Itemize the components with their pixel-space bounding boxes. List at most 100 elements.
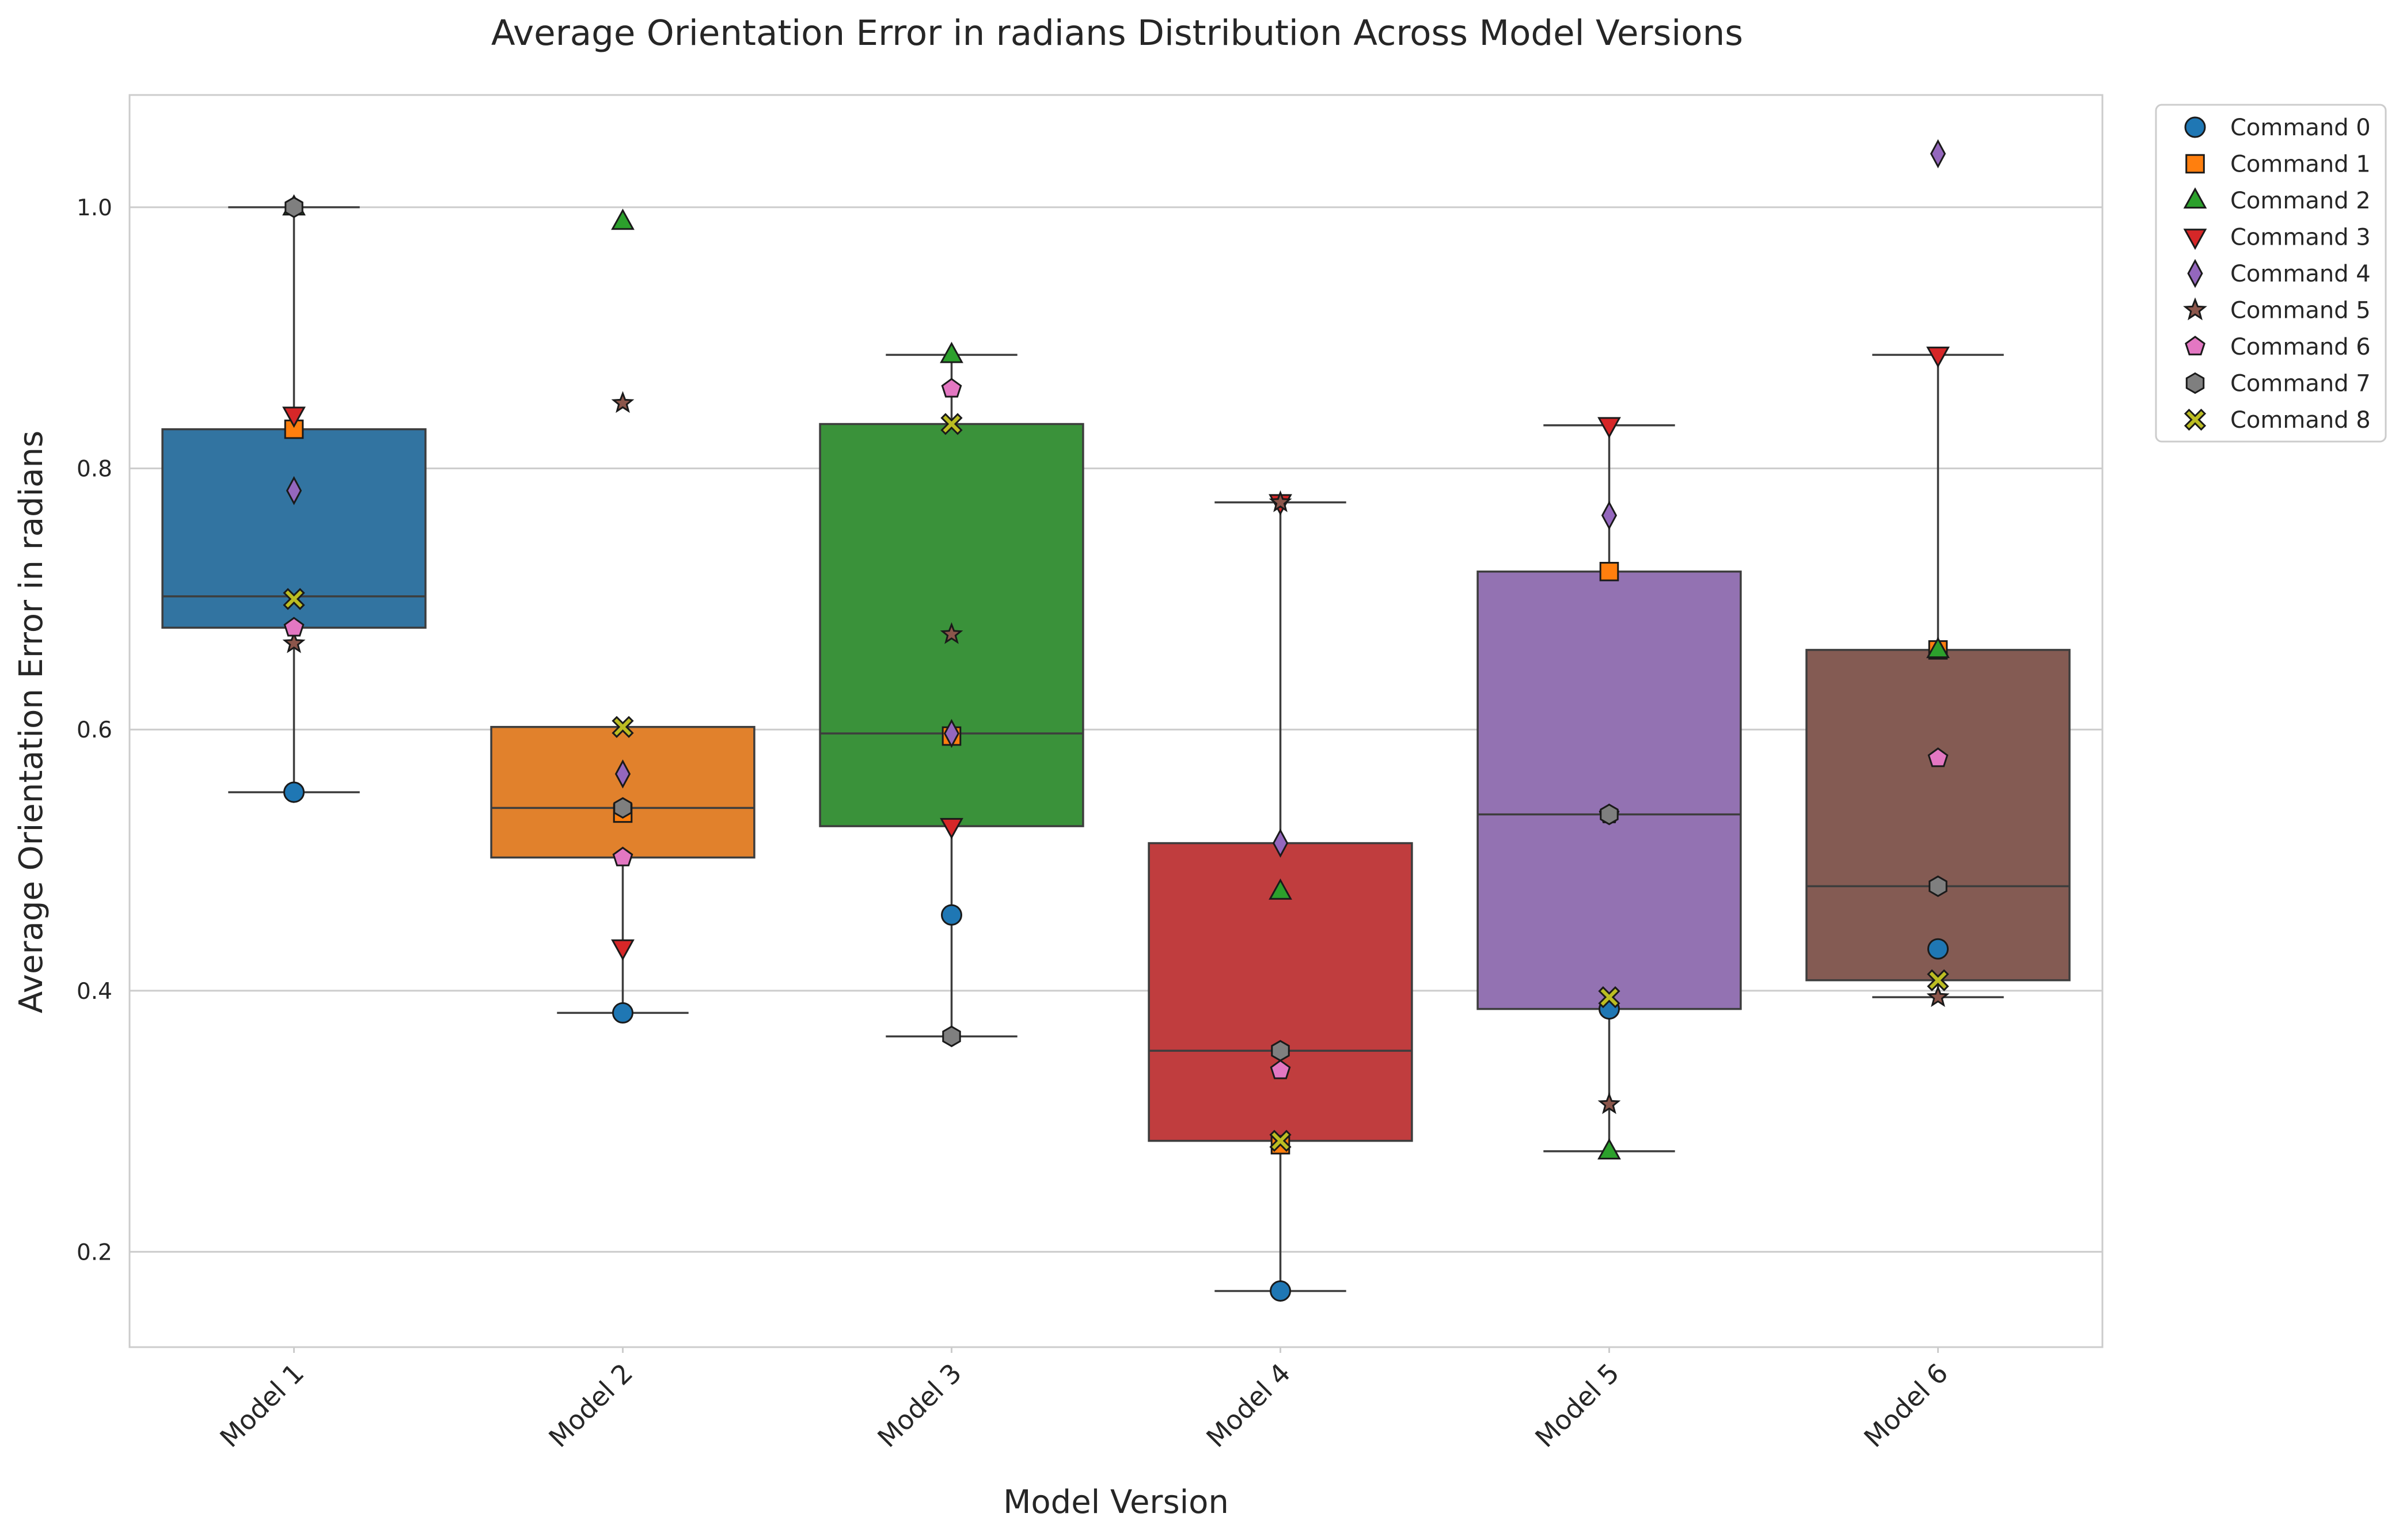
legend-label: Command 0	[2230, 115, 2371, 141]
legend-label: Command 1	[2230, 151, 2371, 178]
legend-frame	[2155, 104, 2387, 443]
x-tick-label: Model 2	[542, 1358, 639, 1454]
data-point	[1930, 139, 1946, 169]
x-tick-label: Model 3	[871, 1358, 967, 1454]
box-iqr	[1805, 649, 2071, 982]
box-6	[1805, 353, 2071, 998]
x-axis-label: Model Version	[1003, 1484, 1229, 1521]
data-point	[612, 1002, 633, 1024]
legend-label: Command 7	[2230, 371, 2371, 397]
data-point	[1926, 985, 1950, 1007]
legend-label: Command 3	[2230, 225, 2371, 251]
x-tick-label: Model 4	[1200, 1358, 1296, 1454]
data-point	[283, 617, 305, 637]
legend-item: Command 2	[2183, 187, 2371, 214]
data-point	[614, 759, 631, 789]
legend-marker	[2185, 372, 2205, 394]
data-point	[1598, 986, 1620, 1009]
data-point	[1927, 938, 1949, 960]
legend: Command 0 Command 1 Command 2 Command 3 Comm…	[2155, 104, 2387, 443]
legend-marker	[2184, 408, 2207, 431]
data-point	[943, 718, 960, 748]
y-tick-label: 1.0	[77, 195, 112, 221]
legend-label: Command 5	[2230, 298, 2371, 324]
data-point	[611, 208, 635, 230]
data-point	[283, 588, 305, 610]
y-axis-label: Average Orientation Error in radians	[13, 431, 50, 1013]
legend-item: Command 6	[2185, 334, 2371, 360]
data-point	[282, 631, 306, 653]
legend-marker	[2183, 297, 2207, 321]
legend-item: Command 8	[2184, 407, 2371, 434]
data-point	[612, 716, 634, 738]
legend-item: Command 3	[2183, 225, 2371, 251]
box-iqr	[1476, 571, 1742, 1010]
data-point	[1269, 878, 1292, 900]
chart-title: Average Orientation Error in radians Dis…	[491, 13, 1743, 54]
box-3	[819, 353, 1084, 1037]
legend-marker	[2183, 187, 2207, 209]
boxes-layer	[161, 206, 2071, 1292]
data-point	[941, 904, 962, 926]
data-point	[941, 378, 962, 398]
series-command-4	[286, 139, 1946, 858]
data-point	[1601, 501, 1618, 530]
legend-marker	[2184, 116, 2206, 138]
series-command-7	[284, 196, 1948, 1062]
legend-label: Command 6	[2230, 334, 2371, 360]
data-point	[284, 196, 303, 218]
x-tick-label: Model 6	[1858, 1358, 1954, 1454]
data-point	[1597, 1138, 1621, 1160]
data-point	[1269, 1130, 1292, 1152]
data-point	[283, 781, 305, 803]
data-point	[1929, 875, 1948, 898]
series-command-0	[283, 781, 1949, 1302]
x-tick-label: Model 5	[1529, 1358, 1625, 1454]
data-point	[1269, 490, 1292, 512]
data-point	[282, 406, 306, 428]
data-point	[1272, 828, 1289, 858]
data-point	[1600, 803, 1619, 826]
legend-item: Command 5	[2183, 297, 2371, 324]
legend-label: Command 2	[2230, 188, 2371, 214]
y-tick-label: 0.8	[77, 457, 112, 482]
data-point	[1926, 347, 1950, 368]
data-point	[611, 939, 635, 961]
legend-item: Command 4	[2187, 258, 2371, 288]
data-point	[286, 476, 302, 505]
legend-marker	[2185, 154, 2205, 174]
legend-marker	[2187, 258, 2203, 288]
legend-label: Command 8	[2230, 407, 2371, 434]
data-point	[1927, 969, 1949, 991]
box-5	[1476, 424, 1742, 1153]
data-point	[613, 797, 632, 819]
data-point	[940, 341, 963, 363]
box-iqr	[490, 725, 756, 859]
x-axis-ticks: Model 1 Model 2 Model 3 Model 4 Model 5 Model…	[214, 1347, 1954, 1453]
gridlines	[130, 206, 2102, 1253]
data-point	[1271, 1040, 1290, 1062]
y-tick-label: 0.4	[77, 979, 112, 1005]
data-point	[940, 817, 963, 839]
y-tick-label: 0.2	[77, 1239, 112, 1265]
data-point	[612, 846, 633, 866]
legend-item: Command 7	[2185, 371, 2371, 397]
legend-items: Command 0 Command 1 Command 2 Command 3 Comm…	[2183, 115, 2371, 434]
data-point	[1926, 637, 1950, 659]
y-tick-label: 0.6	[77, 717, 112, 743]
data-point	[611, 391, 635, 413]
points-layer	[282, 139, 1950, 1302]
legend-label: Command 4	[2230, 261, 2371, 287]
series-command-8	[283, 413, 1949, 1152]
data-point	[1927, 747, 1949, 767]
data-point	[1597, 417, 1621, 439]
x-tick-label: Model 1	[214, 1358, 310, 1454]
data-point	[942, 1025, 961, 1047]
data-point	[1599, 562, 1619, 581]
data-point	[1270, 1280, 1291, 1302]
y-axis-ticks: 0.2 0.4 0.6 0.8 1.0	[77, 195, 112, 1265]
legend-marker	[2185, 336, 2205, 356]
legend-item: Command 1	[2185, 151, 2371, 178]
legend-item: Command 0	[2184, 115, 2371, 141]
